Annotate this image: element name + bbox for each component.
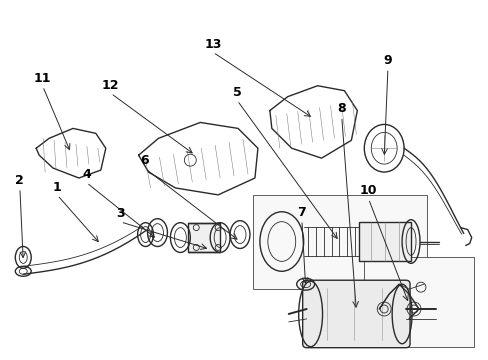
Text: 10: 10 (359, 184, 376, 197)
FancyBboxPatch shape (302, 280, 409, 348)
Text: 11: 11 (34, 72, 51, 85)
Text: 7: 7 (297, 206, 305, 219)
Text: 4: 4 (82, 168, 91, 181)
Text: 12: 12 (102, 79, 119, 92)
Text: 9: 9 (383, 54, 391, 67)
Text: 1: 1 (53, 181, 61, 194)
Bar (188, 223, 220, 252)
Text: 6: 6 (140, 154, 149, 167)
Bar (364, 257, 473, 347)
Text: 3: 3 (116, 207, 124, 220)
Text: 8: 8 (337, 102, 346, 115)
Text: 13: 13 (204, 38, 221, 51)
Bar (252, 195, 426, 289)
Text: 2: 2 (16, 174, 24, 186)
Text: 5: 5 (232, 86, 241, 99)
Bar (359, 222, 410, 261)
